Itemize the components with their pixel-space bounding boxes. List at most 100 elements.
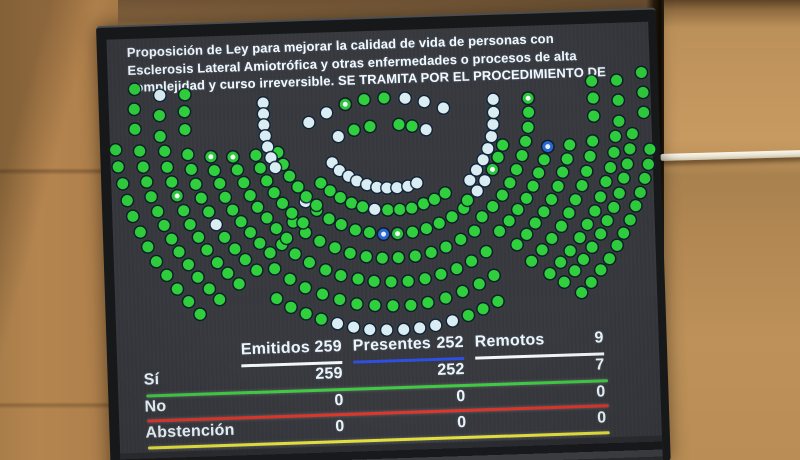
wall-rail bbox=[659, 149, 800, 162]
seat-dot bbox=[268, 186, 280, 199]
seat-dot bbox=[381, 204, 393, 216]
seat-dot bbox=[504, 176, 516, 189]
seat-dot bbox=[603, 252, 615, 264]
seat-dot bbox=[281, 232, 293, 244]
seat-dot bbox=[228, 243, 241, 255]
seat-dot bbox=[439, 292, 452, 304]
seat-dot bbox=[128, 103, 140, 116]
seat-dot bbox=[580, 165, 593, 177]
seat-dot bbox=[576, 287, 588, 299]
seat-dot bbox=[624, 214, 636, 226]
seat-dot bbox=[201, 244, 214, 256]
seat-dot bbox=[171, 190, 183, 202]
seat-dot bbox=[192, 271, 204, 283]
seat-dot bbox=[594, 264, 607, 276]
seat-dot bbox=[411, 177, 424, 189]
seat-dot bbox=[244, 189, 256, 202]
seat-dot bbox=[485, 130, 497, 143]
seat-dot bbox=[214, 293, 226, 305]
seat-dot bbox=[487, 118, 500, 130]
seat-dot bbox=[364, 323, 376, 336]
seat-dot bbox=[406, 120, 419, 133]
seat-dot bbox=[332, 131, 344, 143]
display-panel: Proposición de Ley para mejorar la calid… bbox=[106, 21, 664, 460]
seat-dot bbox=[160, 269, 173, 282]
seat-dot bbox=[568, 265, 581, 277]
seat-dot bbox=[357, 201, 369, 213]
seat-dot bbox=[344, 247, 356, 259]
seat-dot bbox=[530, 217, 542, 229]
seat-dot bbox=[468, 224, 481, 237]
seat-dot bbox=[392, 118, 405, 131]
seat-dot bbox=[233, 278, 245, 290]
seat-dot bbox=[601, 215, 614, 227]
seat-dot bbox=[451, 262, 463, 274]
row-si-presentes: 252 bbox=[437, 360, 465, 379]
seat-dot bbox=[558, 276, 570, 288]
seat-dot bbox=[252, 201, 264, 213]
seat-dot bbox=[316, 288, 328, 301]
row-no-emitidos: 0 bbox=[334, 392, 344, 410]
seat-dot bbox=[127, 210, 139, 222]
seat-dot bbox=[134, 226, 146, 238]
seat-dot bbox=[456, 286, 469, 298]
row-si-remotos: 7 bbox=[595, 356, 605, 374]
seat-dot bbox=[492, 151, 504, 164]
seat-dot bbox=[522, 121, 534, 133]
seat-dot bbox=[545, 193, 558, 205]
seat-dot bbox=[237, 177, 249, 189]
seat-dot bbox=[638, 172, 651, 184]
seat-dot bbox=[428, 193, 441, 205]
seat-dot bbox=[368, 300, 381, 312]
seat-dot bbox=[437, 102, 450, 114]
seat-dot bbox=[177, 204, 189, 217]
seat-dot bbox=[546, 232, 558, 244]
seat-dot bbox=[195, 192, 208, 204]
seat-dot bbox=[433, 217, 446, 230]
seat-dot bbox=[414, 322, 426, 334]
results-table: Emitidos 259 Presentes 252 Remotos 9 Sí … bbox=[141, 329, 614, 457]
seat-dot bbox=[345, 197, 358, 209]
seat-dot bbox=[182, 296, 195, 308]
seat-dot bbox=[377, 228, 390, 240]
seat-dot bbox=[417, 198, 430, 210]
seat-dot bbox=[642, 158, 654, 170]
seat-dot bbox=[635, 67, 647, 79]
seat-dot bbox=[538, 205, 550, 218]
seat-dot bbox=[109, 144, 122, 156]
seat-dot bbox=[526, 255, 538, 267]
row-label-no: No bbox=[144, 397, 167, 416]
result-header-remotos: Remotos 9 bbox=[474, 329, 605, 360]
seat-dot bbox=[600, 176, 612, 188]
seat-dot bbox=[171, 283, 183, 295]
seat-dot bbox=[536, 244, 549, 256]
seat-dot bbox=[254, 237, 266, 250]
seat-dot bbox=[418, 95, 431, 108]
seat-dot bbox=[310, 199, 322, 211]
seat-dot bbox=[440, 240, 452, 253]
seat-dot bbox=[637, 87, 649, 99]
seat-dot bbox=[544, 268, 556, 280]
seat-dot bbox=[393, 252, 405, 264]
seat-dot bbox=[496, 139, 509, 151]
row-no-presentes: 0 bbox=[456, 387, 466, 406]
seat-dot bbox=[522, 92, 534, 104]
seat-dot bbox=[386, 300, 399, 312]
seat-dot bbox=[520, 135, 532, 148]
seat-dot bbox=[611, 75, 623, 87]
seat-dot bbox=[368, 276, 381, 288]
seat-dot bbox=[425, 246, 437, 258]
seat-dot bbox=[486, 163, 498, 176]
seat-dot bbox=[520, 228, 533, 241]
seat-dot bbox=[594, 228, 607, 240]
seat-dot bbox=[586, 241, 599, 253]
seat-dot bbox=[158, 145, 171, 158]
seat-dot bbox=[613, 95, 625, 107]
seat-dot bbox=[538, 154, 550, 166]
seat-dot bbox=[533, 167, 545, 179]
seat-dot bbox=[335, 269, 347, 282]
seat-dot bbox=[349, 223, 361, 236]
seat-dot bbox=[392, 228, 404, 240]
seat-dot bbox=[608, 201, 620, 213]
